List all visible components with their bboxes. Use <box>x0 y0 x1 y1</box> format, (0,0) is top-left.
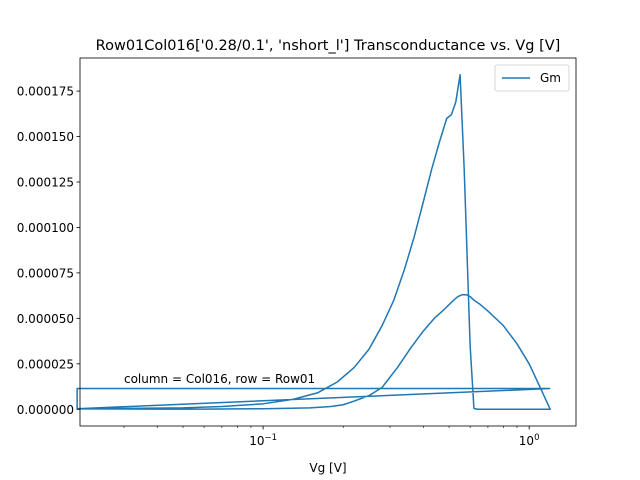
plot-background <box>80 58 576 426</box>
x-tick-label: 10−1 <box>249 433 277 448</box>
x-axis-label: Vg [V] <box>309 461 346 475</box>
y-tick-label: 0.000125 <box>17 176 74 190</box>
x-tick-exponent: 0 <box>534 433 539 443</box>
x-tick-base: 10 <box>249 434 264 448</box>
plot-area: column = Col016, row = Row01 <box>76 57 577 427</box>
x-tick-exponent: −1 <box>264 433 277 443</box>
y-tick-label: 0.000100 <box>17 221 74 235</box>
x-tick-label: 100 <box>519 433 540 448</box>
y-tick-label: 0.000025 <box>17 357 74 371</box>
y-tick-label: 0.000150 <box>17 130 74 144</box>
legend-label-gm: Gm <box>540 71 561 85</box>
plot-frame <box>79 57 577 427</box>
y-tick-label: 0.000075 <box>17 266 74 280</box>
x-axis: 10−1 100 <box>123 426 540 448</box>
legend-box <box>494 64 570 92</box>
y-axis: 0.000000 0.000025 0.000050 0.000075 0.000100… <box>17 85 80 417</box>
legend: Gm <box>494 64 570 92</box>
series-line-gm <box>76 73 551 411</box>
y-tick-label: 0.000175 <box>17 85 74 99</box>
x-tick-base: 10 <box>519 434 534 448</box>
annotation-text: column = Col016, row = Row01 <box>124 372 315 386</box>
chart-title: Row01Col016['0.28/0.1', 'nshort_l'] Tran… <box>96 38 561 54</box>
y-tick-label: 0.000000 <box>17 403 74 417</box>
y-tick-label: 0.000050 <box>17 312 74 326</box>
